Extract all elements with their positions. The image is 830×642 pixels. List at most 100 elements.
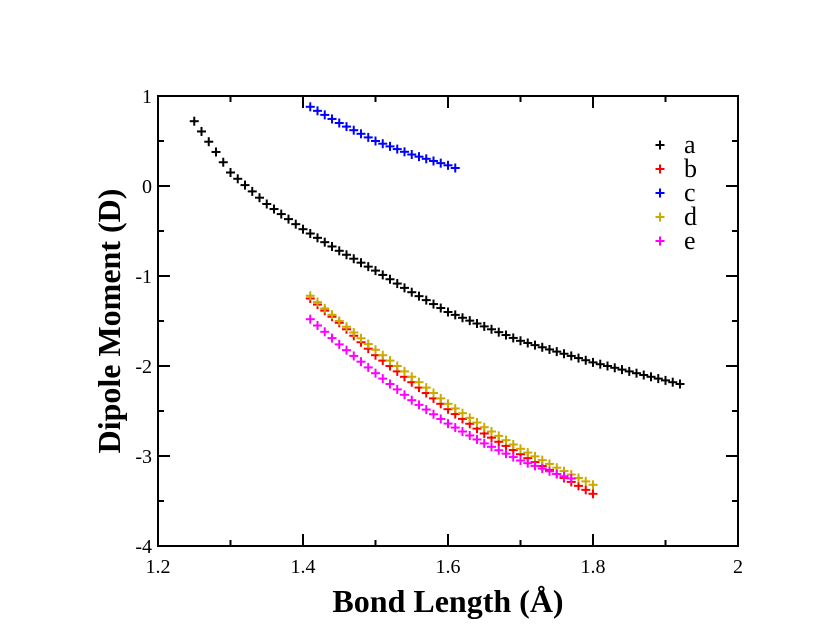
point-d xyxy=(530,451,540,461)
legend-marker-e xyxy=(655,236,665,246)
point-a xyxy=(371,266,380,276)
point-a xyxy=(291,219,301,229)
point-a xyxy=(552,347,562,357)
point-a xyxy=(342,250,351,260)
point-e xyxy=(537,464,547,474)
point-a xyxy=(617,365,627,375)
point-e xyxy=(450,423,460,433)
point-d xyxy=(349,328,359,338)
point-a xyxy=(197,126,206,136)
series-d xyxy=(305,291,598,490)
point-a xyxy=(363,262,373,272)
point-a xyxy=(429,299,438,309)
point-a xyxy=(443,307,453,317)
point-a xyxy=(516,336,525,346)
point-e xyxy=(436,414,446,424)
point-c xyxy=(334,118,344,128)
point-a xyxy=(334,246,344,256)
point-a xyxy=(414,291,424,301)
y-tick-label: -1 xyxy=(135,266,152,288)
legend-marker-b xyxy=(655,164,665,174)
point-a xyxy=(407,287,417,297)
point-d xyxy=(356,333,366,343)
point-c xyxy=(443,160,453,170)
point-a xyxy=(653,374,663,384)
point-d xyxy=(581,476,591,486)
point-a xyxy=(400,283,409,293)
x-tick-label: 2 xyxy=(733,556,743,578)
point-e xyxy=(392,384,402,394)
point-a xyxy=(574,353,583,363)
point-c xyxy=(407,150,417,159)
point-e xyxy=(305,314,315,324)
point-a xyxy=(284,214,293,224)
point-a xyxy=(523,338,533,348)
y-tick-label: 0 xyxy=(142,176,152,198)
point-a xyxy=(211,147,221,157)
point-d xyxy=(487,427,496,437)
point-d xyxy=(392,361,402,371)
point-a xyxy=(458,313,467,323)
point-a xyxy=(305,229,315,239)
point-a xyxy=(204,137,214,147)
point-e xyxy=(552,469,562,479)
y-tick-label: -3 xyxy=(135,446,152,468)
point-a xyxy=(385,274,395,284)
point-a xyxy=(255,193,264,203)
point-c xyxy=(392,144,402,154)
y-axis-title: Dipole Moment (D) xyxy=(91,189,127,454)
point-d xyxy=(371,345,380,355)
point-a xyxy=(356,258,366,268)
point-e xyxy=(313,321,322,330)
point-e xyxy=(458,427,467,437)
x-tick-label: 1.4 xyxy=(291,556,316,578)
point-a xyxy=(595,359,605,369)
series-c xyxy=(305,102,460,173)
point-a xyxy=(450,310,460,320)
point-e xyxy=(443,419,453,429)
point-e xyxy=(516,456,525,465)
x-tick-label: 1.8 xyxy=(581,556,606,578)
point-e xyxy=(465,430,475,440)
point-a xyxy=(233,174,243,184)
point-a xyxy=(530,340,540,350)
point-d xyxy=(508,439,518,449)
point-e xyxy=(356,357,366,367)
series-e xyxy=(305,314,576,483)
point-d xyxy=(516,444,525,454)
point-c xyxy=(313,106,322,116)
point-c xyxy=(429,156,438,166)
point-a xyxy=(479,321,489,331)
point-c xyxy=(356,129,366,139)
legend-label-c: c xyxy=(684,178,696,207)
point-e xyxy=(342,345,351,355)
point-e xyxy=(371,368,380,378)
point-a xyxy=(537,342,547,352)
series-a xyxy=(189,116,685,389)
data-points xyxy=(189,102,685,499)
point-a xyxy=(487,324,496,334)
point-e xyxy=(566,474,576,483)
point-a xyxy=(581,355,591,365)
x-tick-label: 1.6 xyxy=(436,556,461,578)
point-d xyxy=(429,388,438,398)
point-c xyxy=(421,154,431,164)
point-d xyxy=(472,418,482,428)
legend-marker-c xyxy=(655,188,665,198)
point-d xyxy=(421,383,431,393)
point-c xyxy=(400,147,409,157)
point-e xyxy=(400,390,409,400)
point-a xyxy=(624,366,634,376)
point-c xyxy=(342,122,351,132)
point-e xyxy=(494,445,504,455)
point-d xyxy=(414,377,424,387)
point-a xyxy=(313,233,322,243)
point-a xyxy=(508,333,518,343)
point-a xyxy=(494,327,504,337)
point-e xyxy=(421,405,431,415)
point-c xyxy=(436,158,446,168)
point-a xyxy=(566,351,576,361)
point-c xyxy=(378,139,388,149)
